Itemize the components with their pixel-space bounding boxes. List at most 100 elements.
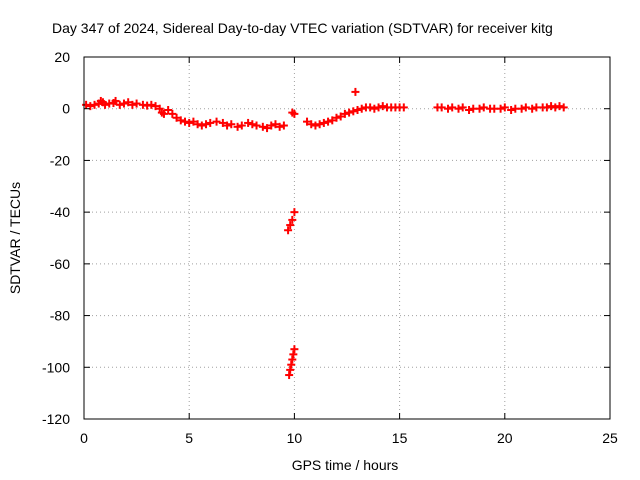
data-point bbox=[227, 120, 236, 129]
grid-lines bbox=[84, 57, 610, 419]
data-point bbox=[357, 104, 366, 113]
data-point bbox=[275, 122, 284, 131]
axis-ticks: 0 5 10 15 20 25 20 0 -20 -40 -60 -80 -100 -120 bbox=[42, 49, 618, 446]
data-point bbox=[263, 124, 272, 133]
data-point bbox=[279, 121, 288, 130]
data-point bbox=[285, 371, 294, 380]
data-point bbox=[465, 106, 474, 115]
y-tick-label: -80 bbox=[50, 308, 70, 324]
y-tick-label: 20 bbox=[54, 49, 70, 65]
data-point bbox=[332, 113, 341, 122]
y-tick-label: -100 bbox=[42, 359, 70, 375]
data-points bbox=[82, 87, 568, 380]
y-tick-label: -60 bbox=[50, 256, 70, 272]
data-point bbox=[289, 350, 298, 359]
data-point bbox=[287, 360, 296, 369]
data-point bbox=[547, 102, 556, 111]
data-point bbox=[185, 118, 194, 127]
data-point bbox=[290, 109, 299, 118]
x-tick-label: 25 bbox=[602, 430, 618, 446]
x-tick-label: 10 bbox=[287, 430, 303, 446]
data-point bbox=[124, 98, 133, 107]
data-point bbox=[159, 109, 168, 118]
data-point bbox=[288, 215, 297, 224]
data-point bbox=[319, 118, 328, 127]
data-point bbox=[237, 121, 246, 130]
data-point bbox=[151, 102, 160, 111]
data-point bbox=[189, 117, 198, 126]
data-point bbox=[399, 103, 408, 112]
data-point bbox=[233, 122, 242, 131]
data-point bbox=[528, 104, 537, 113]
data-point bbox=[559, 103, 568, 112]
data-point bbox=[168, 109, 177, 118]
data-point bbox=[147, 100, 156, 109]
data-point bbox=[351, 87, 360, 96]
data-point bbox=[288, 355, 297, 364]
data-point bbox=[551, 103, 560, 112]
x-tick-label: 15 bbox=[392, 430, 408, 446]
data-point bbox=[176, 116, 185, 125]
data-point bbox=[517, 104, 526, 113]
data-point bbox=[218, 118, 227, 127]
data-point bbox=[202, 120, 211, 129]
y-axis-label: SDTVAR / TECUs bbox=[7, 182, 23, 294]
data-point bbox=[286, 365, 295, 374]
y-tick-label: -20 bbox=[50, 152, 70, 168]
data-point bbox=[128, 100, 137, 109]
data-point bbox=[90, 100, 99, 109]
data-point bbox=[290, 208, 299, 217]
data-point bbox=[244, 118, 253, 127]
data-point bbox=[303, 117, 312, 126]
data-point bbox=[370, 104, 379, 113]
data-point bbox=[521, 103, 530, 112]
data-point bbox=[374, 103, 383, 112]
data-point bbox=[311, 121, 320, 130]
data-point bbox=[101, 100, 110, 109]
data-point bbox=[340, 109, 349, 118]
data-point bbox=[115, 100, 124, 109]
data-point bbox=[86, 102, 95, 111]
data-point bbox=[119, 99, 128, 108]
data-point bbox=[542, 103, 551, 112]
data-point bbox=[366, 103, 375, 112]
data-point bbox=[437, 103, 446, 112]
data-point bbox=[555, 102, 564, 111]
x-tick-label: 0 bbox=[80, 430, 88, 446]
data-point bbox=[307, 120, 316, 129]
data-point bbox=[286, 221, 295, 230]
y-tick-label: -120 bbox=[42, 411, 70, 427]
data-point bbox=[345, 108, 354, 117]
data-point bbox=[132, 99, 141, 108]
data-point bbox=[353, 106, 362, 115]
data-point bbox=[315, 120, 324, 129]
data-point bbox=[507, 106, 516, 115]
data-point bbox=[248, 120, 257, 129]
x-axis-label: GPS time / hours bbox=[292, 457, 399, 473]
data-point bbox=[180, 117, 189, 126]
data-point bbox=[164, 106, 173, 115]
data-point bbox=[328, 116, 337, 125]
data-point bbox=[271, 120, 280, 129]
data-point bbox=[193, 120, 202, 129]
data-point bbox=[475, 104, 484, 113]
plot-frame bbox=[83, 56, 611, 420]
data-point bbox=[378, 102, 387, 111]
data-point bbox=[197, 121, 206, 130]
data-point bbox=[258, 122, 267, 131]
data-point bbox=[111, 96, 120, 105]
data-point bbox=[324, 117, 333, 126]
x-tick-label: 20 bbox=[497, 430, 513, 446]
data-point bbox=[252, 121, 261, 130]
data-point bbox=[496, 104, 505, 113]
data-point bbox=[82, 100, 91, 109]
x-tick-label: 5 bbox=[185, 430, 193, 446]
data-point bbox=[500, 103, 509, 112]
y-tick-label: -40 bbox=[50, 204, 70, 220]
data-point bbox=[212, 117, 221, 126]
data-point bbox=[267, 121, 276, 130]
data-point bbox=[458, 103, 467, 112]
chart-title: Day 347 of 2024, Sidereal Day-to-day VTE… bbox=[52, 20, 553, 36]
data-point bbox=[172, 113, 181, 122]
